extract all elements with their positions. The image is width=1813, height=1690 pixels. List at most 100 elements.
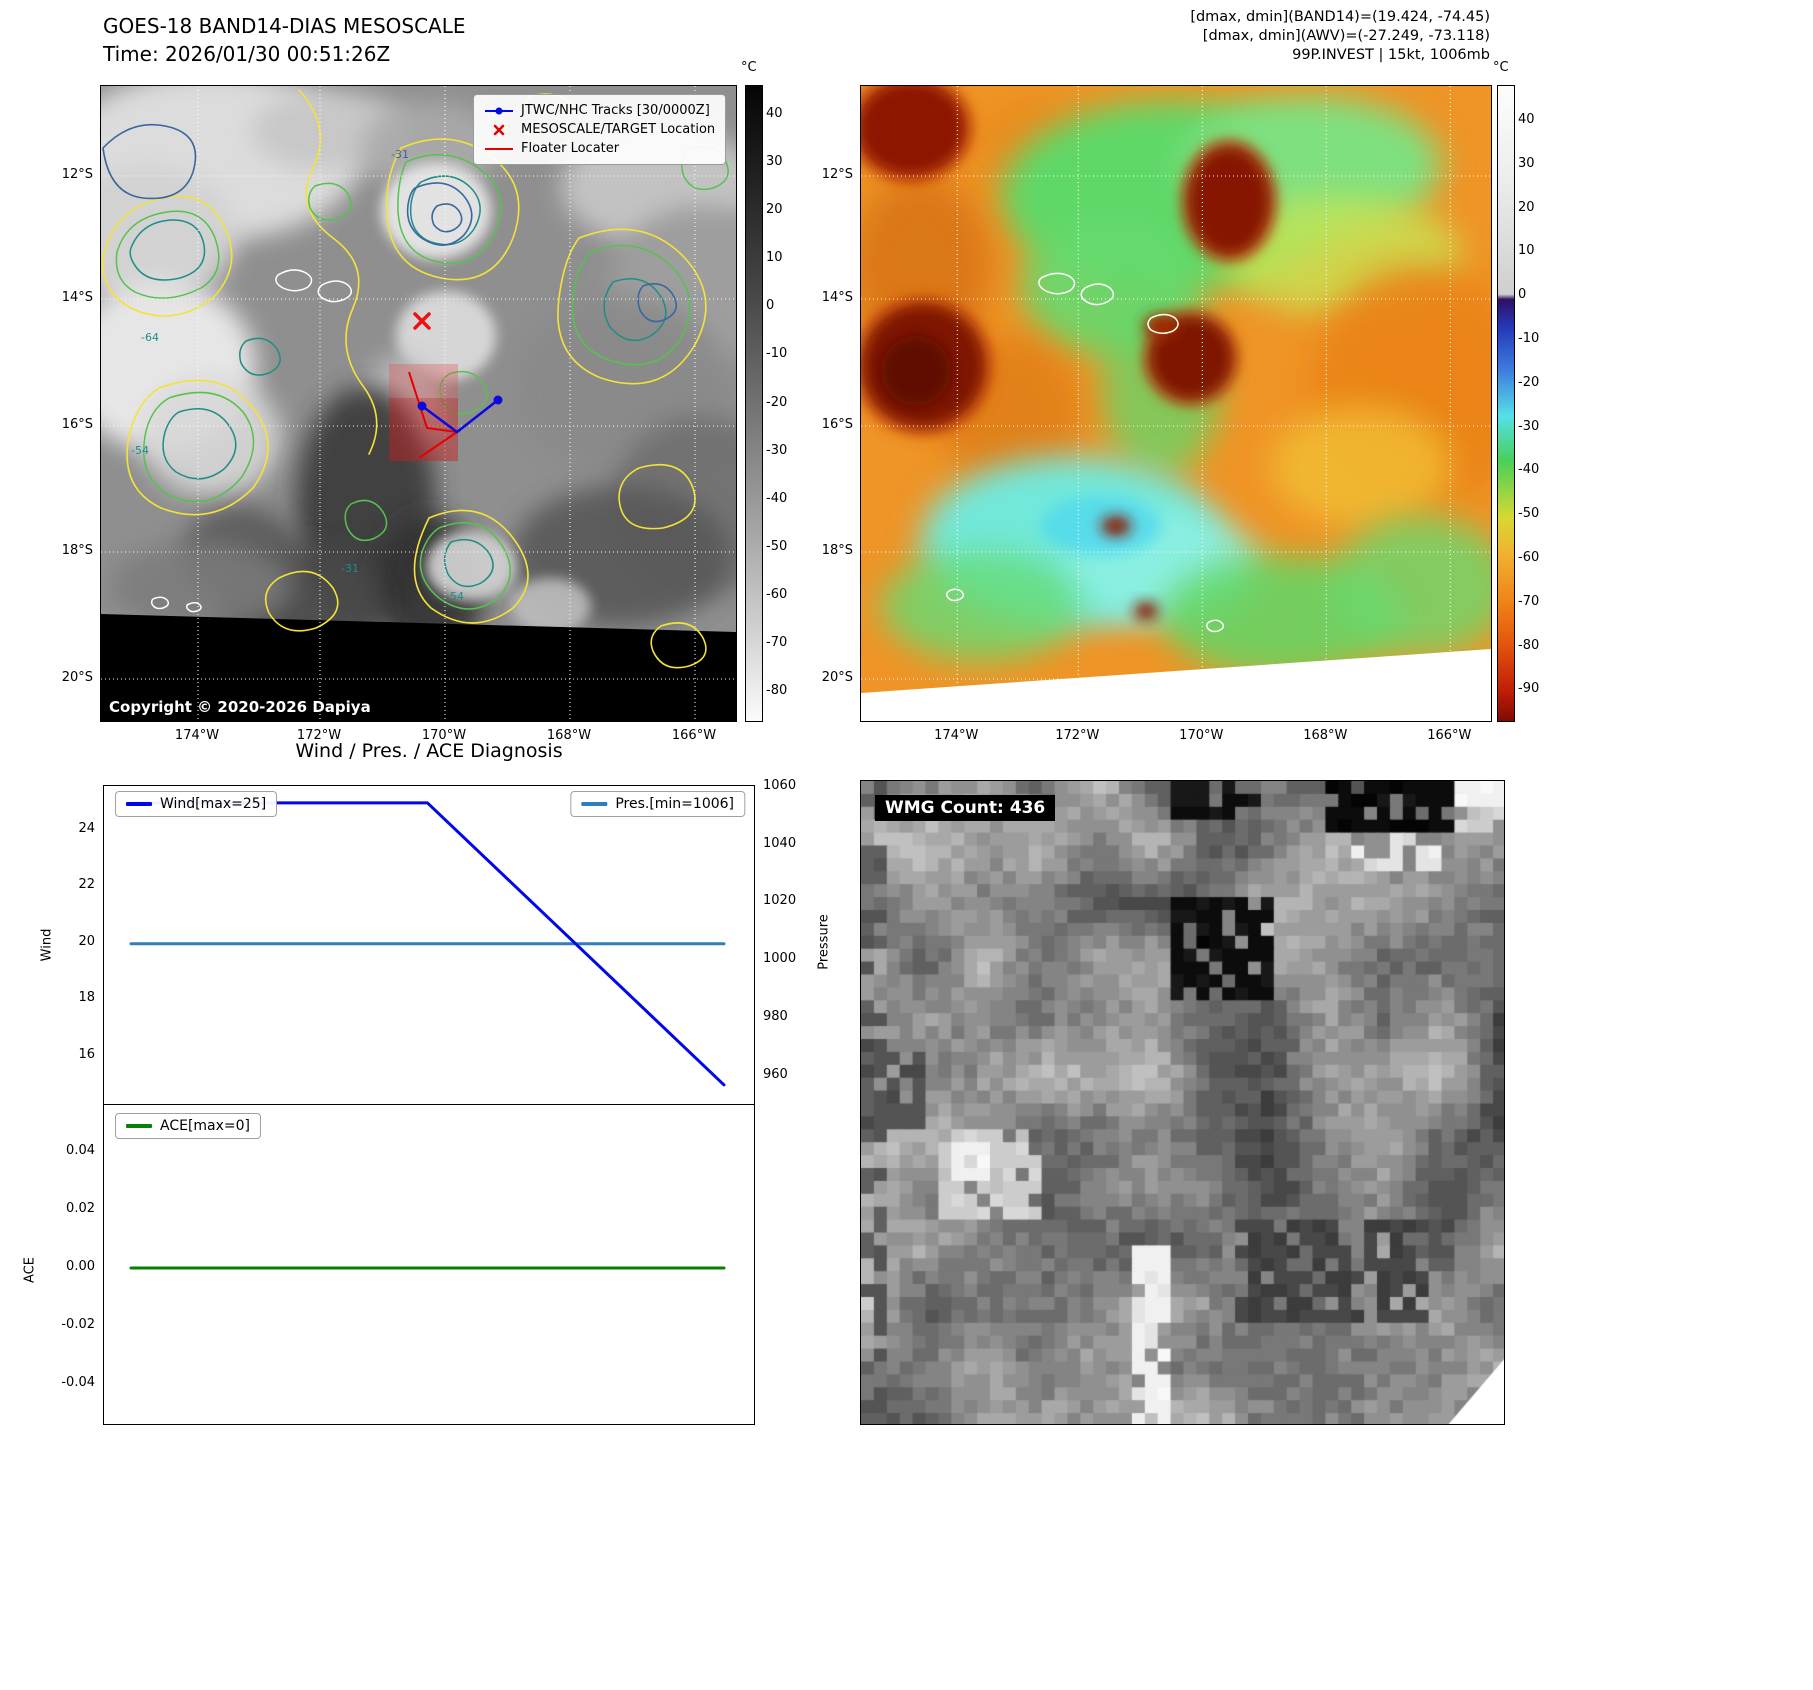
- band14-colorbar-unit: °C: [741, 60, 757, 75]
- map-grid: [861, 86, 1491, 721]
- water-vapor-texture: [861, 86, 1491, 676]
- colorbar-tick-label: 10: [1518, 243, 1535, 259]
- wind-tick-label: 22: [78, 877, 95, 893]
- storm-track-overlay: [389, 312, 503, 461]
- pressure-legend: Pres.[min=1006]: [570, 791, 745, 817]
- contour-label: -31: [391, 148, 409, 161]
- colorbar-tick-label: 20: [766, 202, 783, 218]
- lat-tick-label: 18°S: [61, 543, 93, 559]
- wind-axis-label: Wind: [39, 928, 55, 962]
- ace-tick-label: 0.02: [66, 1201, 95, 1217]
- awv-colorbar-unit: °C: [1493, 60, 1509, 75]
- lat-tick-label: 12°S: [61, 166, 93, 182]
- track-line-dot-icon: [485, 107, 513, 114]
- colorbar-tick-label: 0: [766, 298, 775, 314]
- mesoscale-target-x-marker: [413, 312, 431, 330]
- awv-land-contours: [946, 272, 1225, 633]
- wmg-panel: WMG Count: 436: [860, 780, 1505, 1425]
- colorbar-tick-label: -80: [1518, 637, 1540, 653]
- awv-satellite-image: [861, 86, 1491, 721]
- lat-tick-label: 20°S: [61, 670, 93, 686]
- pressure-tick-label: 1060: [763, 778, 797, 794]
- band14-colorbar: [745, 85, 763, 722]
- map-legend: JTWC/NHC Tracks [30/0000Z] MESOSCALE/TAR…: [473, 94, 727, 165]
- data-edge-wedge: [861, 649, 1491, 721]
- wind-tick-label: 18: [78, 990, 95, 1006]
- colorbar-tick-label: -90: [1518, 681, 1540, 697]
- ace-plot-area: [129, 1266, 726, 1270]
- legend-label-floater: Floater Locater: [521, 141, 620, 156]
- colorbar-tick-label: 20: [1518, 199, 1535, 215]
- dmax-dmin-awv: [dmax, dmin](AWV)=(-27.249, -73.118): [1202, 28, 1490, 44]
- ir-cloud-texture: [101, 86, 736, 666]
- legend-entry-floater: Floater Locater: [484, 139, 715, 158]
- colorbar-tick-label: -40: [1518, 462, 1540, 478]
- pressure-tick-label: 1000: [763, 951, 797, 967]
- no-data-band: [101, 614, 736, 721]
- colorbar-tick-label: -70: [766, 635, 788, 651]
- legend-label-target: MESOSCALE/TARGET Location: [521, 122, 716, 137]
- copyright-text: Copyright © 2020-2026 Dapiya: [109, 698, 371, 716]
- ace-axis-label: ACE: [22, 1257, 38, 1283]
- lon-tick-label: 168°W: [546, 728, 592, 743]
- lon-tick-label: 174°W: [934, 728, 979, 743]
- wmg-pixel-image: [861, 781, 1504, 1424]
- wind-tick-label: 20: [78, 933, 95, 949]
- colorbar-tick-label: -30: [1518, 418, 1540, 434]
- wind-pressure-plot-area: [129, 801, 726, 1087]
- lon-tick-label: 166°W: [1427, 728, 1472, 743]
- pressure-axis-label: Pressure: [816, 914, 832, 970]
- band14-map-panel: JTWC/NHC Tracks [30/0000Z] MESOSCALE/TAR…: [100, 85, 737, 722]
- band14-satellite-image: [101, 86, 736, 721]
- lon-tick-label: 166°W: [671, 728, 717, 743]
- colorbar-tick-label: -20: [766, 394, 788, 410]
- lat-tick-label: 18°S: [821, 543, 853, 559]
- floater-line-icon: [485, 147, 513, 150]
- band14-title-block: GOES-18 BAND14-DIAS MESOSCALE Time: 2026…: [103, 12, 466, 68]
- colorbar-tick-label: -50: [1518, 506, 1540, 522]
- ace-chart: [103, 1105, 755, 1425]
- pressure-tick-label: 960: [763, 1066, 788, 1082]
- lat-tick-label: 14°S: [821, 289, 853, 305]
- awv-map-panel: [860, 85, 1492, 722]
- legend-entry-tracks: JTWC/NHC Tracks [30/0000Z]: [484, 101, 715, 120]
- contour-label: -31: [341, 562, 359, 575]
- colorbar-tick-label: -80: [766, 683, 788, 699]
- colorbar-tick-label: 10: [766, 250, 783, 266]
- colorbar-tick-label: -30: [766, 442, 788, 458]
- pressure-legend-swatch: [581, 802, 608, 806]
- colorbar-tick-label: -20: [1518, 374, 1540, 390]
- band14-title: GOES-18 BAND14-DIAS MESOSCALE: [103, 14, 466, 38]
- ace-tick-label: 0.04: [66, 1143, 95, 1159]
- lon-tick-label: 174°W: [174, 728, 220, 743]
- colorbar-tick-label: -40: [766, 490, 788, 506]
- lon-tick-label: 170°W: [1179, 728, 1224, 743]
- invest-status: 99P.INVEST | 15kt, 1006mb: [1292, 47, 1490, 63]
- legend-entry-target: MESOSCALE/TARGET Location: [484, 120, 715, 139]
- colorbar-tick-label: -70: [1518, 593, 1540, 609]
- colorbar-tick-label: 40: [766, 105, 783, 121]
- wind-pressure-chart: [103, 785, 755, 1105]
- band14-time: Time: 2026/01/30 00:51:26Z: [103, 42, 391, 66]
- wind-tick-label: 24: [78, 821, 95, 837]
- contour-label: -64: [141, 331, 159, 344]
- colorbar-tick-label: -10: [766, 346, 788, 362]
- colorbar-tick-label: 30: [766, 153, 783, 169]
- lat-tick-label: 12°S: [821, 166, 853, 182]
- lat-tick-label: 16°S: [61, 416, 93, 432]
- lon-tick-label: 170°W: [421, 728, 467, 743]
- lat-tick-label: 16°S: [821, 416, 853, 432]
- colorbar-tick-label: -10: [1518, 331, 1540, 346]
- ace-legend-swatch: [126, 1124, 152, 1128]
- colorbar-tick-label: -60: [766, 586, 788, 602]
- legend-label-tracks: JTWC/NHC Tracks [30/0000Z]: [521, 103, 710, 118]
- awv-header-block: [dmax, dmin](BAND14)=(19.424, -74.45) [d…: [860, 8, 1490, 65]
- diagnosis-chart-title: Wind / Pres. / ACE Diagnosis: [295, 740, 563, 762]
- lat-tick-label: 20°S: [821, 670, 853, 686]
- wind-legend-label: Wind[max=25]: [160, 796, 267, 812]
- lat-tick-label: 14°S: [61, 289, 93, 305]
- lon-tick-label: 168°W: [1303, 728, 1348, 743]
- dmax-dmin-band14: [dmax, dmin](BAND14)=(19.424, -74.45): [1190, 9, 1490, 25]
- pressure-tick-label: 980: [763, 1008, 788, 1024]
